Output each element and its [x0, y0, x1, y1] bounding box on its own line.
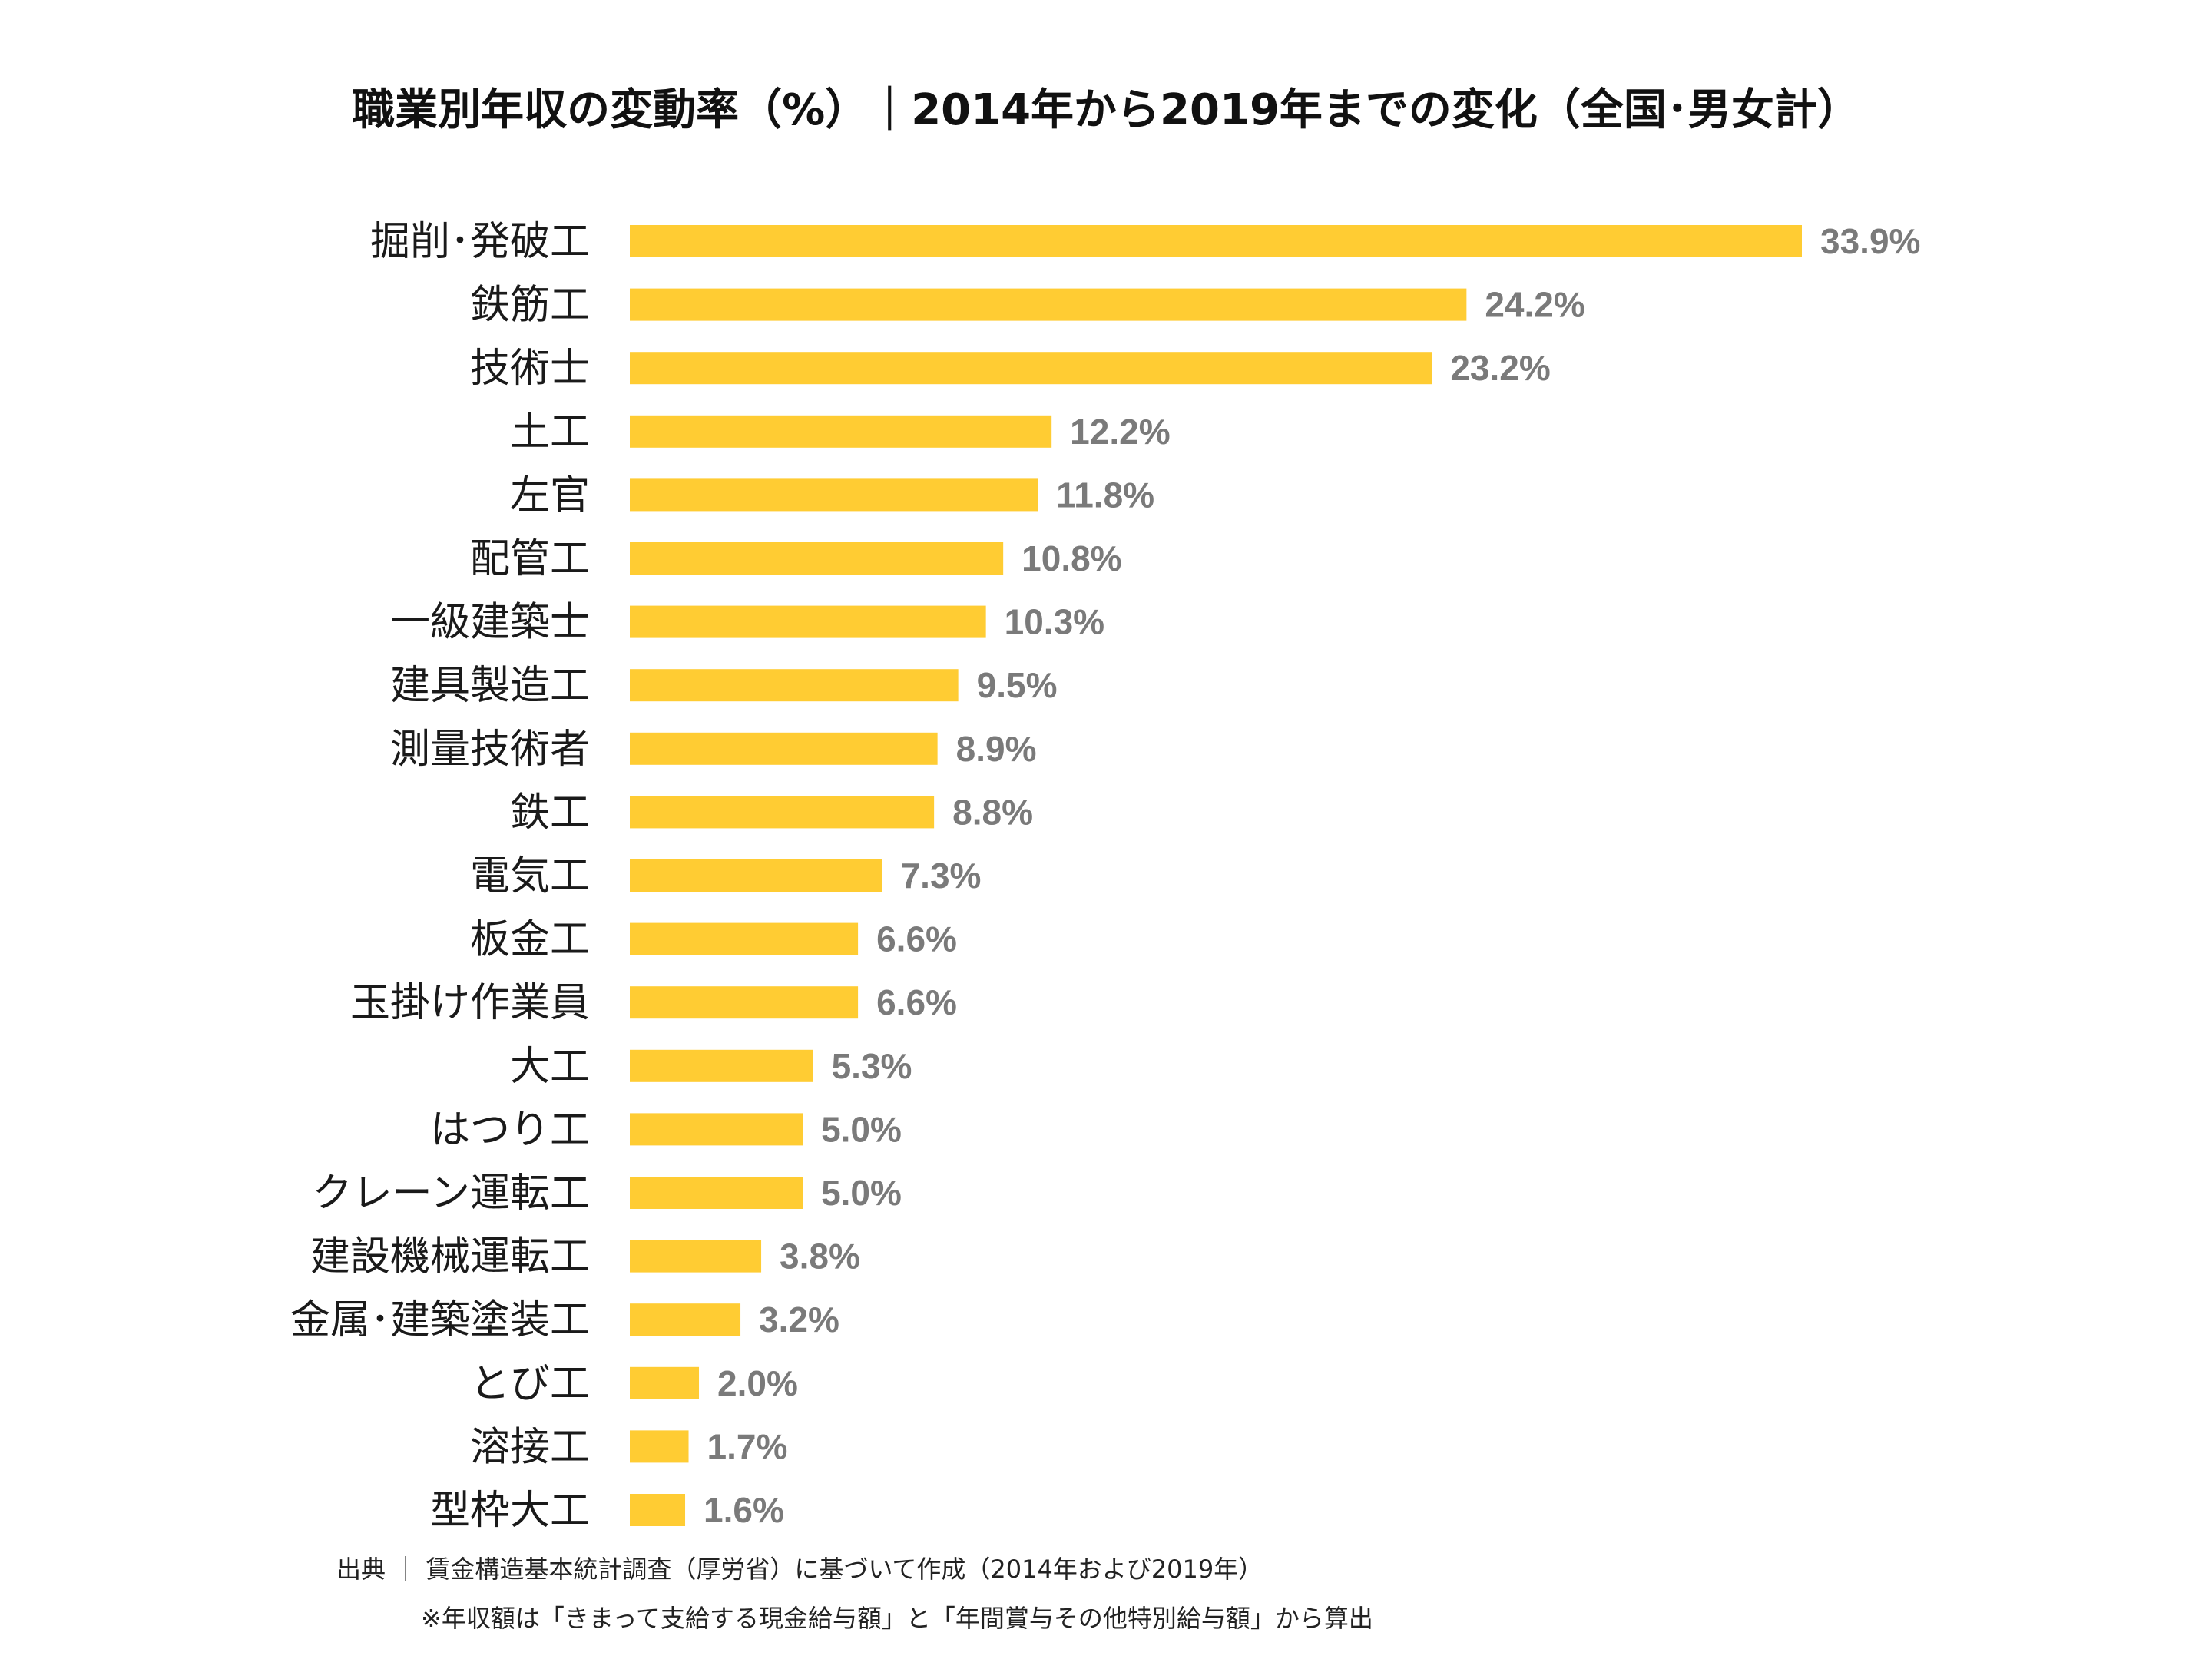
category-label: 左官	[510, 472, 590, 518]
value-label: 10.3%	[1005, 602, 1104, 642]
category-label: はつり工	[430, 1107, 590, 1153]
value-label: 33.9%	[1820, 221, 1920, 261]
category-label: 玉掛け作業員	[350, 980, 590, 1026]
category-label: 金属･建築塗装工	[290, 1297, 590, 1343]
bar	[630, 1494, 686, 1526]
value-label: 5.3%	[832, 1046, 912, 1086]
category-label: 土工	[510, 409, 590, 455]
category-label: 鉄工	[510, 790, 590, 836]
value-label: 6.6%	[876, 982, 957, 1022]
value-label: 8.9%	[956, 729, 1037, 769]
value-label: 5.0%	[821, 1109, 902, 1149]
bar	[630, 669, 959, 702]
value-label: 3.2%	[759, 1300, 839, 1339]
bar	[630, 859, 882, 892]
value-label: 5.0%	[821, 1173, 902, 1213]
value-label: 24.2%	[1485, 285, 1584, 325]
category-label: 大工	[510, 1044, 590, 1090]
value-label: 1.6%	[704, 1490, 784, 1530]
bar	[630, 288, 1467, 321]
value-label: 11.8%	[1056, 475, 1154, 515]
bar	[630, 1303, 741, 1336]
category-label: 溶接工	[470, 1424, 590, 1470]
category-label: 電気工	[470, 853, 590, 899]
category-label: 板金工	[470, 917, 590, 963]
bar	[630, 1366, 700, 1399]
bar	[630, 478, 1038, 512]
bar	[630, 605, 986, 638]
chart-title: 職業別年収の変動率（%）｜2014年から2019年までの変化（全国･男女計）	[352, 85, 1860, 135]
bar	[630, 732, 938, 765]
category-label: 建設機械運転工	[310, 1234, 590, 1280]
value-label: 23.2%	[1450, 348, 1550, 388]
bar	[630, 1177, 803, 1209]
bar	[630, 986, 859, 1019]
category-label: とび工	[470, 1361, 590, 1407]
bar	[630, 415, 1052, 448]
category-label: 掘削･発破工	[370, 219, 590, 265]
value-label: 12.2%	[1070, 412, 1170, 452]
source-note: 出典 ｜ 賃金構造基本統計調査（厚労省）に基づいて作成（2014年および2019…	[336, 1555, 1263, 1584]
bar	[630, 542, 1004, 575]
category-label: 一級建築士	[390, 600, 590, 646]
value-label: 8.8%	[952, 792, 1033, 832]
bar	[630, 1430, 689, 1463]
value-label: 1.7%	[707, 1426, 788, 1466]
value-label: 7.3%	[901, 856, 982, 896]
category-label: 鉄筋工	[470, 283, 590, 329]
bar	[630, 1113, 803, 1146]
value-label: 9.5%	[977, 665, 1058, 705]
bar	[630, 922, 859, 955]
category-label: 測量技術者	[390, 727, 590, 773]
category-label: 型枠大工	[430, 1488, 590, 1534]
bar	[630, 352, 1432, 385]
value-label: 2.0%	[717, 1363, 798, 1403]
category-label: 技術士	[470, 346, 590, 392]
calc-note: ※年収額は「きまって支給する現金給与額」と「年間賞与その他特別給与額」から算出	[421, 1604, 1373, 1633]
category-label: 配管工	[470, 536, 590, 582]
bar	[630, 1240, 762, 1273]
value-label: 10.8%	[1022, 538, 1121, 578]
bar	[630, 796, 935, 829]
bar	[630, 225, 1802, 257]
value-label: 6.6%	[876, 919, 957, 959]
value-label: 3.8%	[780, 1237, 860, 1277]
category-label: 建具製造工	[390, 663, 590, 709]
category-label: クレーン運転工	[313, 1171, 590, 1217]
bar	[630, 1049, 813, 1082]
